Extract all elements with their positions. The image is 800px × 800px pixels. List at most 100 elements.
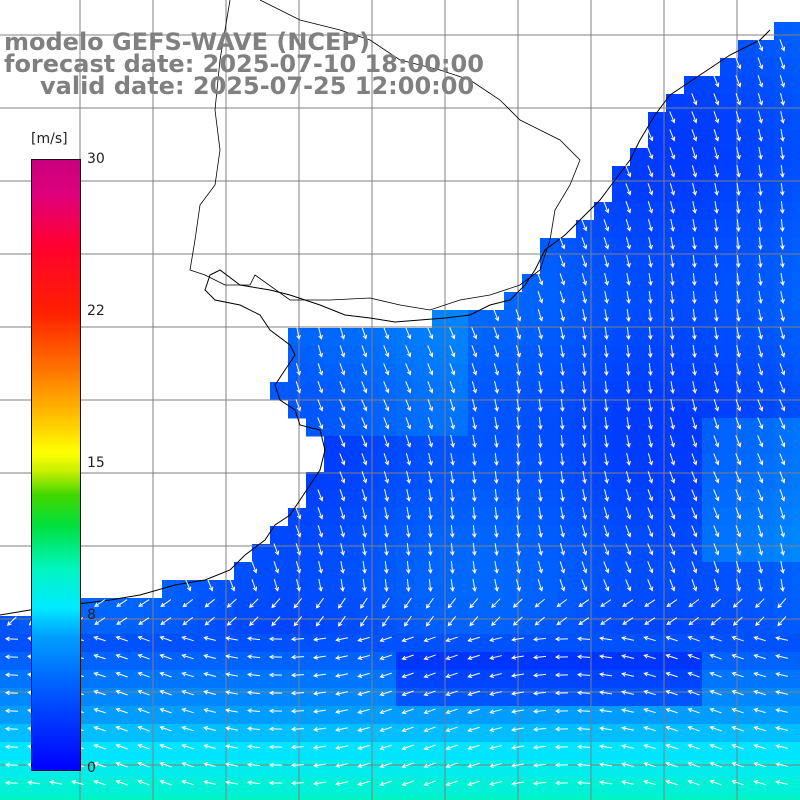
wind-arrow — [537, 452, 543, 467]
wind-arrow — [293, 616, 303, 627]
wind-cell — [720, 94, 739, 113]
wind-cell — [360, 742, 379, 761]
wind-arrow — [757, 75, 764, 88]
wind-arrow — [554, 690, 569, 696]
wind-arrow — [753, 725, 766, 732]
wind-cell — [288, 580, 307, 599]
wind-cell — [576, 742, 595, 761]
wind-cell — [648, 436, 667, 455]
wind-arrow — [775, 708, 788, 713]
wind-cell — [450, 616, 469, 635]
wind-cell — [324, 490, 343, 509]
wind-arrow — [735, 272, 741, 286]
wind-arrow — [691, 290, 697, 305]
wind-arrow — [425, 597, 434, 609]
wind-arrow — [251, 561, 258, 574]
wind-cell — [252, 670, 271, 689]
wind-arrow — [554, 726, 569, 732]
wind-cell — [792, 94, 800, 113]
wind-cell — [756, 130, 775, 149]
wind-cell — [612, 652, 631, 671]
wind-cell — [648, 778, 667, 797]
wind-cell — [234, 724, 253, 743]
wind-cell — [216, 742, 235, 761]
wind-arrow — [691, 471, 698, 484]
wind-arrow — [691, 417, 698, 430]
wind-cell — [792, 778, 800, 797]
wind-arrow — [691, 147, 698, 160]
wind-arrow — [692, 399, 697, 412]
wind-arrow — [735, 381, 742, 394]
wind-cell — [594, 544, 613, 563]
wind-cell — [576, 778, 595, 797]
wind-arrow — [713, 579, 720, 592]
wind-arrow — [494, 561, 499, 574]
wind-cell — [792, 382, 800, 401]
wind-arrow — [445, 636, 458, 643]
wind-arrow — [532, 762, 547, 768]
wind-arrow — [599, 690, 613, 695]
wind-cell — [432, 778, 451, 797]
wind-arrow — [268, 708, 283, 714]
wind-arrow — [622, 599, 634, 607]
wind-cell — [756, 274, 775, 293]
wind-arrow — [93, 707, 106, 714]
wind-arrow — [647, 561, 654, 574]
wind-cell — [162, 580, 181, 599]
wind-cell — [738, 778, 757, 797]
wind-arrow — [757, 471, 764, 484]
wind-cell — [90, 796, 109, 800]
wind-arrow — [625, 362, 631, 377]
wind-cell — [180, 778, 199, 797]
wind-arrow — [713, 290, 719, 305]
wind-cell — [720, 184, 739, 203]
wind-arrow — [383, 345, 390, 358]
wind-arrow — [779, 435, 786, 448]
wind-arrow — [582, 507, 587, 520]
wind-cell — [738, 418, 757, 437]
wind-cell — [162, 652, 181, 671]
wind-arrow — [731, 761, 744, 768]
wind-cell — [234, 652, 253, 671]
wind-arrow — [559, 543, 566, 556]
wind-cell — [612, 436, 631, 455]
wind-cell — [162, 742, 181, 761]
wind-cell — [792, 130, 800, 149]
wind-cell — [594, 616, 613, 635]
wind-arrow — [556, 616, 568, 626]
wind-cell — [432, 616, 451, 635]
wind-arrow — [537, 291, 544, 304]
wind-arrow — [669, 561, 676, 574]
wind-arrow — [404, 615, 412, 627]
wind-arrow — [268, 762, 283, 768]
wind-arrow — [290, 672, 305, 678]
wind-arrow — [687, 725, 700, 732]
wind-cell — [558, 598, 577, 617]
wind-arrow — [709, 671, 722, 678]
wind-cell — [414, 508, 433, 527]
wind-arrow — [599, 780, 613, 785]
wind-cell — [342, 490, 361, 509]
wind-arrow — [687, 653, 700, 660]
wind-arrow — [317, 543, 324, 556]
wind-cell — [360, 346, 379, 365]
wind-arrow — [317, 363, 324, 376]
wind-arrow — [560, 470, 565, 484]
wind-cell — [396, 670, 415, 689]
wind-cell — [342, 382, 361, 401]
forecast-date: forecast date: 2025-07-10 18:00:00 — [4, 50, 484, 78]
wind-cell — [792, 652, 800, 671]
wind-cell — [252, 796, 271, 800]
wind-arrow — [554, 708, 569, 714]
wind-cell — [684, 166, 703, 185]
wind-cell — [594, 472, 613, 491]
wind-arrow — [494, 417, 499, 430]
wind-arrow — [775, 636, 788, 641]
wind-arrow — [423, 708, 436, 715]
wind-cell — [342, 688, 361, 707]
wind-cell — [756, 76, 775, 95]
wind-arrow — [383, 399, 390, 412]
wind-arrow — [511, 727, 524, 732]
wind-arrow — [318, 561, 323, 574]
wind-cell — [648, 364, 667, 383]
